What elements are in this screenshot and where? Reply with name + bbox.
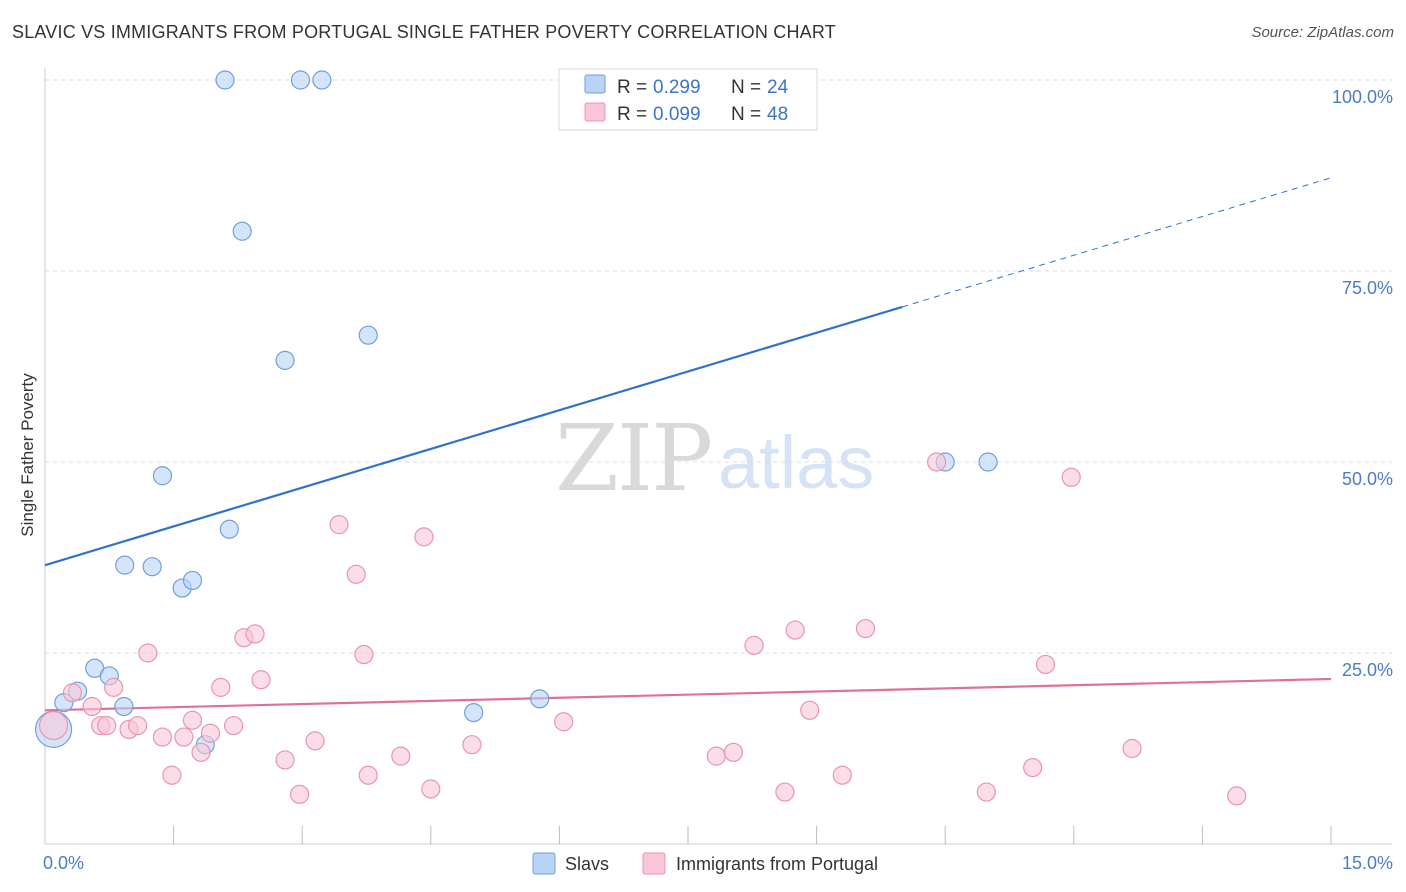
chart-title: SLAVIC VS IMMIGRANTS FROM PORTUGAL SINGL… [12,22,836,42]
portugal-point [1122,738,1142,759]
portugal-point [245,624,265,644]
legend-swatch-slavs [584,74,606,94]
legend-n-value-portugal: 48 [767,104,788,125]
portugal-point [211,677,231,697]
slavs-point [232,221,252,241]
portugal-point [855,618,876,639]
y-tick-label: 75.0% [1342,278,1393,298]
slavs-point [978,452,998,472]
legend-swatch-portugal [584,102,606,122]
legend-n-label-slavs: N = [731,77,761,98]
portugal-point [421,779,441,799]
slavs-trend-line [44,305,903,567]
y-axis-title: Single Father Poverty [18,373,37,537]
portugal-point [275,750,295,770]
slavs-point [275,350,295,370]
portugal-point [976,782,996,802]
y-tick-label: 25.0% [1342,660,1393,680]
portugal-point [744,635,764,655]
portugal-point [832,765,852,785]
slavs-point [114,696,134,717]
bottom-legend-label-slavs: Slavs [565,854,609,874]
portugal-point [1227,786,1247,806]
slavs-point [152,466,173,486]
portugal-point [354,644,374,665]
y-tick-label: 50.0% [1342,469,1393,489]
legend-n-label-portugal: N = [731,104,761,125]
slavs-point [219,519,239,539]
portugal-point [127,715,148,736]
portugal-point [251,670,271,690]
portugal-point [103,677,124,697]
portugal-point [38,710,69,741]
portugal-point [305,731,325,751]
x-tick-label-max: 15.0% [1342,853,1393,873]
slavs-point [142,557,162,577]
slavs-point [215,70,235,90]
portugal-point [200,723,221,743]
portugal-point [358,765,378,785]
y-tick-label: 100.0% [1332,87,1393,107]
portugal-point [174,727,194,747]
portugal-point [1061,467,1081,487]
slavs-point [530,689,550,709]
portugal-point [97,715,117,736]
portugal-point [927,452,947,472]
bottom-legend: Slavs Immigrants from Portugal [532,852,878,875]
portugal-point [290,784,310,804]
slavs-trend-extension [902,177,1332,308]
legend-r-value-portugal: 0.099 [653,104,701,125]
portugal-point [346,564,366,584]
portugal-point [191,742,211,762]
slavs-point [182,570,203,591]
portugal-point [329,515,349,535]
portugal-trend-line [44,677,1332,712]
bottom-legend-swatch-portugal [642,852,666,875]
slavs-point [358,325,378,345]
bottom-legend-swatch-slavs [532,852,556,875]
portugal-point [800,700,820,720]
portugal-point [152,727,173,747]
legend-n-value-slavs: 24 [767,77,789,98]
portugal-point [785,620,805,640]
x-tick-label-min: 0.0% [43,853,84,873]
portugal-point [224,715,244,736]
watermark: ZIP atlas [555,405,874,512]
slavs-point [115,555,135,575]
bottom-legend-label-portugal: Immigrants from Portugal [676,854,878,874]
portugal-point [706,746,726,766]
tick-labels: 25.0% 50.0% 75.0% 100.0% 0.0% 15.0% [43,87,1393,873]
portugal-point [775,782,795,802]
slavs-point [290,70,311,90]
trend-lines [44,177,1332,712]
slavs-point [464,702,484,723]
legend-r-label-slavs: R = [617,77,647,98]
top-legend: R = 0.299 N = 24 R = 0.099 N = 48 [558,68,818,131]
portugal-point [138,643,158,663]
portugal-point [414,527,434,547]
portugal-point [1035,654,1056,675]
slavs-point [312,70,332,90]
portugal-point [182,710,203,730]
portugal-point [82,696,102,717]
portugal-point [1023,757,1043,778]
legend-r-label-portugal: R = [617,104,647,125]
portugal-point [162,765,182,785]
chart-source: Source: ZipAtlas.com [1251,24,1394,41]
grid [45,79,1392,654]
portugal-point [554,712,574,732]
portugal-point [62,683,83,703]
watermark-zip: ZIP [555,405,711,512]
legend-r-value-slavs: 0.299 [653,77,701,98]
data-points [34,70,1247,806]
portugal-point [391,746,411,766]
portugal-point [723,742,744,762]
portugal-point [462,735,482,755]
